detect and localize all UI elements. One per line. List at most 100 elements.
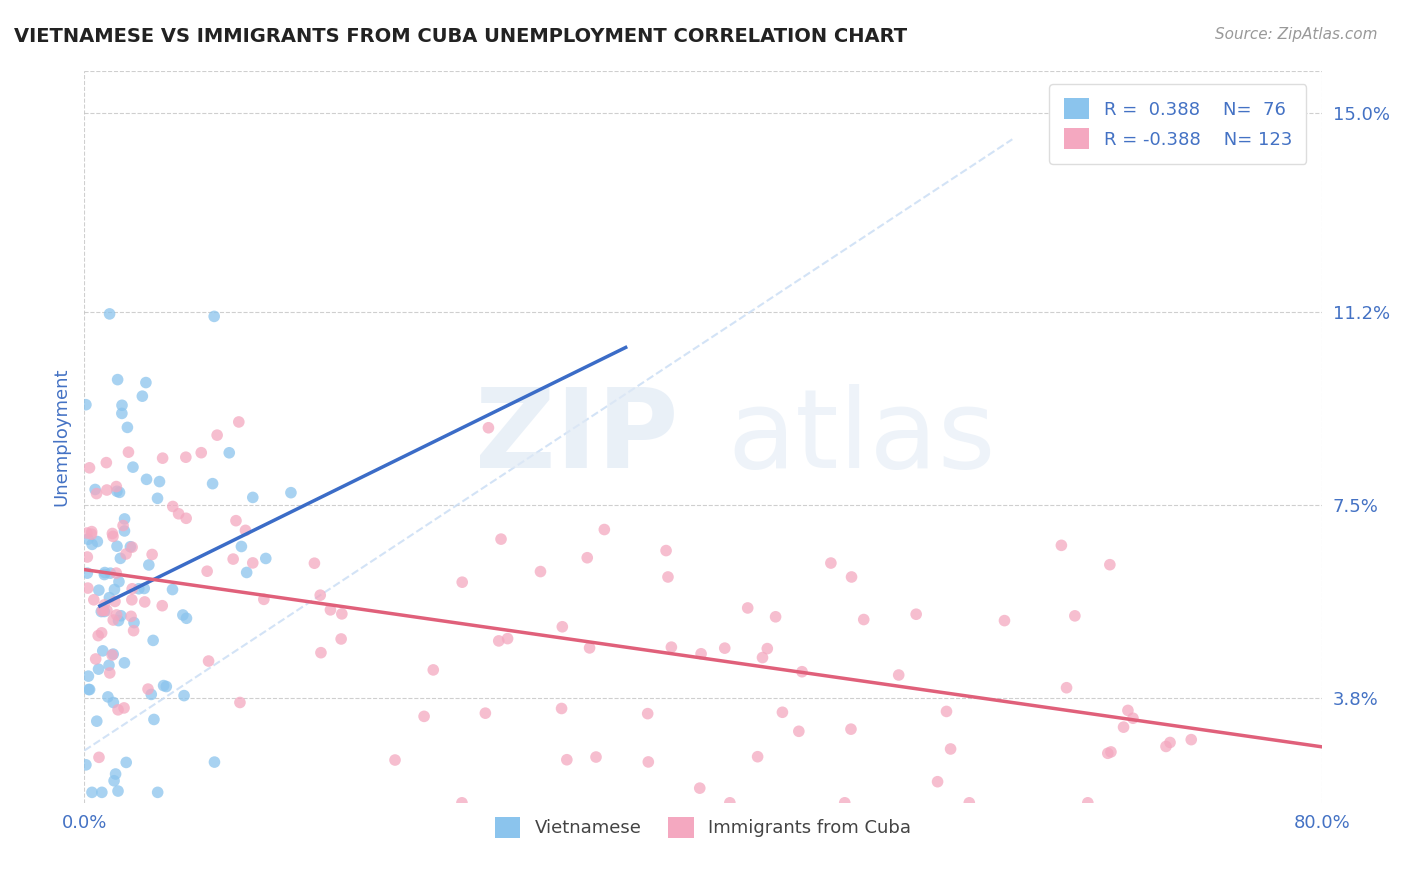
Point	[661, 640, 683, 655]
Point	[637, 755, 659, 769]
Point	[103, 613, 125, 627]
Legend: Vietnamese, Immigrants from Cuba: Vietnamese, Immigrants from Cuba	[488, 810, 918, 845]
Point	[120, 540, 142, 554]
Point	[242, 556, 264, 570]
Point	[576, 550, 599, 565]
Point	[756, 641, 779, 656]
Point	[141, 687, 163, 701]
Point	[79, 460, 101, 475]
Point	[657, 570, 679, 584]
Point	[218, 446, 240, 460]
Point	[142, 713, 165, 727]
Point	[155, 680, 177, 694]
Point	[1099, 745, 1122, 759]
Point	[309, 588, 332, 602]
Point	[80, 527, 103, 541]
Point	[107, 784, 129, 798]
Point	[172, 607, 194, 622]
Point	[1056, 681, 1078, 695]
Point	[112, 656, 135, 670]
Point	[108, 485, 131, 500]
Point	[1098, 558, 1121, 572]
Point	[98, 665, 121, 680]
Point	[718, 796, 741, 810]
Point	[90, 785, 112, 799]
Point	[195, 564, 218, 578]
Point	[110, 551, 132, 566]
Point	[477, 421, 499, 435]
Point	[98, 307, 121, 321]
Point	[121, 592, 143, 607]
Point	[174, 511, 197, 525]
Point	[205, 428, 228, 442]
Point	[146, 785, 169, 799]
Point	[110, 608, 132, 623]
Point	[790, 665, 813, 679]
Point	[75, 398, 97, 412]
Point	[86, 534, 108, 549]
Point	[550, 701, 572, 715]
Point	[91, 603, 114, 617]
Point	[76, 566, 98, 581]
Point	[1116, 703, 1139, 717]
Point	[162, 582, 184, 597]
Text: Source: ZipAtlas.com: Source: ZipAtlas.com	[1215, 27, 1378, 42]
Point	[101, 529, 124, 543]
Point	[1180, 732, 1202, 747]
Point	[138, 558, 160, 572]
Point	[150, 599, 173, 613]
Point	[98, 591, 121, 605]
Point	[201, 476, 224, 491]
Point	[887, 668, 910, 682]
Point	[103, 696, 125, 710]
Point	[122, 624, 145, 638]
Text: ZIP: ZIP	[475, 384, 678, 491]
Point	[114, 512, 136, 526]
Point	[93, 598, 115, 612]
Point	[770, 706, 793, 720]
Point	[765, 609, 787, 624]
Point	[135, 472, 157, 486]
Point	[77, 533, 100, 547]
Point	[93, 605, 115, 619]
Point	[82, 537, 104, 551]
Point	[222, 552, 245, 566]
Point	[77, 682, 100, 697]
Point	[128, 582, 150, 596]
Point	[80, 785, 103, 799]
Point	[204, 755, 226, 769]
Point	[197, 654, 219, 668]
Point	[111, 398, 134, 412]
Point	[75, 757, 97, 772]
Point	[422, 663, 444, 677]
Point	[927, 774, 949, 789]
Point	[142, 633, 165, 648]
Point	[76, 581, 98, 595]
Point	[162, 500, 184, 514]
Point	[84, 652, 107, 666]
Point	[939, 742, 962, 756]
Point	[76, 549, 98, 564]
Point	[751, 650, 773, 665]
Point	[713, 641, 735, 656]
Point	[93, 567, 115, 582]
Point	[489, 532, 512, 546]
Point	[105, 484, 128, 499]
Point	[496, 632, 519, 646]
Point	[1112, 720, 1135, 734]
Point	[98, 566, 121, 581]
Point	[280, 485, 302, 500]
Point	[384, 753, 406, 767]
Point	[122, 460, 145, 475]
Point	[122, 615, 145, 630]
Point	[76, 526, 98, 541]
Point	[841, 570, 863, 584]
Point	[235, 566, 257, 580]
Point	[229, 696, 252, 710]
Point	[98, 658, 121, 673]
Point	[228, 415, 250, 429]
Point	[105, 539, 128, 553]
Point	[91, 604, 114, 618]
Point	[120, 609, 142, 624]
Point	[993, 614, 1015, 628]
